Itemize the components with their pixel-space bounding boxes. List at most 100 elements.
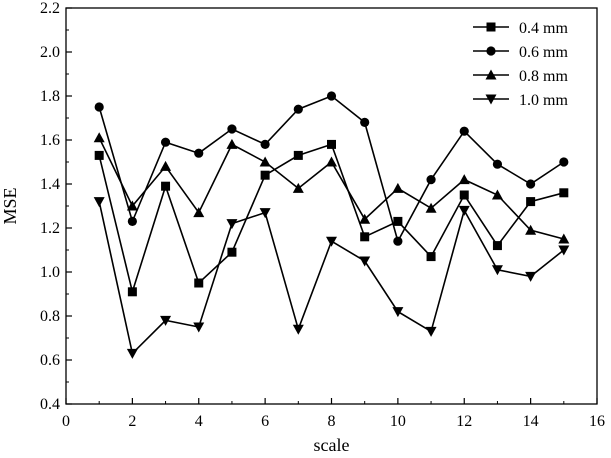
y-axis-ticks: 0.4 0.6 0.8 1.0 1.2 1.4 1.6 1.8 2.0 2.2 (40, 0, 72, 413)
x-tick-label: 10 (390, 413, 406, 430)
y-tick-label: 0.8 (40, 308, 60, 325)
data-point (326, 91, 337, 101)
data-point (392, 307, 404, 318)
y-tick-label: 2.2 (40, 0, 60, 17)
legend-item: 0.6 mm (473, 44, 568, 61)
data-point (227, 247, 237, 257)
data-point (559, 157, 569, 167)
data-point (326, 236, 337, 247)
data-point (425, 326, 437, 337)
data-point (393, 216, 403, 226)
y-tick-label: 1.6 (40, 132, 60, 149)
plot-frame (65, 7, 598, 405)
data-point (327, 139, 336, 149)
y-tick-label: 0.6 (40, 352, 60, 369)
data-point (94, 150, 104, 160)
legend-label: 1.0 mm (519, 92, 568, 109)
plot-border (65, 7, 598, 405)
data-point (359, 213, 371, 224)
data-point (93, 132, 105, 143)
data-point (525, 224, 537, 235)
data-point (160, 160, 172, 171)
data-point (393, 236, 403, 246)
x-axis-ticks: 0 2 4 6 8 10 12 14 16 (62, 398, 605, 430)
data-point (126, 200, 138, 211)
data-point (161, 181, 171, 191)
series-line (98, 201, 565, 355)
data-point (426, 252, 436, 262)
x-tick-label: 6 (261, 413, 269, 430)
data-point (93, 197, 105, 208)
x-tick-label: 14 (523, 413, 539, 430)
data-point (127, 216, 137, 226)
y-tick-label: 1.0 (40, 264, 60, 281)
data-point (259, 208, 271, 219)
legend-item: 0.8 mm (473, 68, 568, 85)
x-tick-label: 16 (589, 413, 605, 430)
data-point (559, 188, 569, 198)
data-point (260, 170, 270, 180)
data-point (360, 117, 370, 127)
data-point (526, 197, 536, 207)
data-point (293, 150, 303, 160)
data-point (226, 219, 238, 230)
data-point (227, 124, 237, 134)
data-point (194, 278, 204, 288)
data-point (193, 322, 205, 333)
x-axis-label: scale (314, 435, 350, 455)
series-0_8-mm (93, 132, 570, 244)
series-0_4-mm (94, 139, 569, 297)
x-tick-label: 2 (128, 413, 136, 430)
data-point (259, 156, 271, 167)
data-point (126, 348, 138, 359)
x-tick-label: 4 (195, 413, 203, 430)
legend-label: 0.4 mm (519, 20, 568, 37)
data-point (558, 233, 570, 244)
y-tick-label: 2.0 (40, 44, 60, 61)
series-1_0-mm (93, 197, 570, 359)
series-layer (93, 91, 570, 359)
data-point (491, 265, 503, 276)
data-point (458, 174, 470, 185)
data-point (459, 190, 469, 200)
data-point (526, 179, 536, 189)
x-tick-label: 12 (456, 413, 472, 430)
data-point (226, 138, 238, 149)
data-point (194, 148, 204, 158)
y-tick-label: 1.2 (40, 220, 60, 237)
legend-marker (485, 94, 497, 105)
data-point (94, 102, 104, 112)
data-point (127, 287, 137, 297)
data-point (360, 232, 370, 242)
data-point (292, 324, 304, 335)
data-point (525, 271, 537, 282)
legend-label: 0.6 mm (519, 44, 568, 61)
y-tick-label: 1.4 (40, 176, 60, 193)
data-point (459, 126, 469, 136)
y-axis-label: MSE (0, 187, 20, 224)
legend: 0.4 mm 0.6 mm 0.8 mm 1.0 mm (473, 20, 568, 109)
data-point (492, 159, 503, 169)
y-tick-label: 0.4 (40, 396, 60, 413)
data-point (392, 182, 404, 193)
x-tick-label: 8 (328, 413, 336, 430)
data-point (458, 205, 470, 216)
data-point (426, 175, 436, 185)
legend-item: 1.0 mm (473, 92, 568, 109)
data-point (193, 207, 205, 218)
y-tick-label: 1.8 (40, 88, 60, 105)
data-point (293, 104, 303, 114)
legend-marker (486, 22, 496, 32)
data-point (558, 245, 570, 256)
data-point (359, 256, 371, 267)
data-point (492, 241, 502, 251)
data-point (491, 189, 503, 200)
legend-item: 0.4 mm (473, 20, 568, 37)
data-point (160, 137, 171, 147)
data-point (292, 182, 304, 193)
legend-marker (485, 69, 497, 80)
x-tick-label: 0 (62, 413, 70, 430)
series-0_6-mm (94, 91, 569, 246)
legend-marker (486, 46, 496, 56)
